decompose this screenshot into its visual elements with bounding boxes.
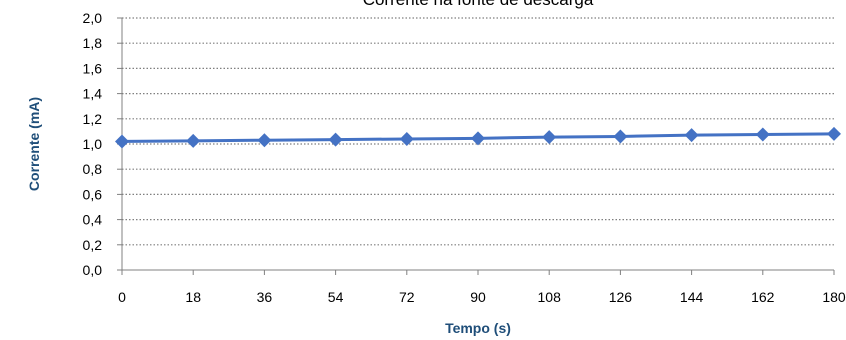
x-tick-label: 144	[680, 289, 704, 305]
y-axis-title: Corrente (mA)	[26, 97, 42, 191]
data-point-marker	[755, 127, 770, 142]
data-point-marker	[257, 133, 272, 148]
chart-title: Corrente na fonte de descarga	[363, 0, 594, 9]
y-tick-label: 0,0	[83, 262, 103, 278]
data-series	[115, 126, 841, 149]
x-tick-label: 72	[399, 289, 415, 305]
x-tick-label: 162	[751, 289, 775, 305]
data-point-marker	[613, 129, 628, 144]
data-point-marker	[471, 131, 485, 146]
y-tick-label: 1,4	[83, 86, 103, 102]
y-tick-label: 1,6	[83, 60, 103, 76]
data-point-marker	[542, 130, 557, 145]
x-tick-label: 108	[538, 289, 562, 305]
y-tick-label: 0,4	[83, 212, 103, 228]
x-tick-label: 90	[470, 289, 486, 305]
x-tick-label: 18	[185, 289, 201, 305]
y-tick-labels: 0,0 0,2 0,4 0,6 0,8 1,0 1,2 1,4 1,6 1,8 2,0	[83, 10, 103, 278]
data-point-marker	[827, 126, 841, 141]
data-point-marker	[186, 133, 201, 148]
x-tick-label: 36	[257, 289, 273, 305]
x-tick-label: 0	[118, 289, 126, 305]
x-tick-label: 126	[609, 289, 633, 305]
data-point-marker	[328, 132, 343, 147]
y-tick-label: 0,2	[83, 237, 103, 253]
axes	[117, 17, 835, 275]
y-tick-label: 2,0	[83, 10, 103, 26]
y-tick-label: 0,8	[83, 161, 103, 177]
data-point-marker	[399, 131, 414, 146]
y-tick-label: 1,0	[83, 136, 103, 152]
x-tick-label: 54	[328, 289, 344, 305]
x-tick-label: 180	[822, 289, 846, 305]
x-tick-labels: 0 18 36 54 72 90 108 126 144 162 180	[118, 289, 846, 305]
y-tick-label: 0,6	[83, 186, 103, 202]
data-point-marker	[684, 128, 699, 143]
y-tick-label: 1,8	[83, 35, 103, 51]
y-tick-label: 1,2	[83, 111, 103, 127]
data-point-marker	[115, 134, 129, 149]
x-axis-title: Tempo (s)	[445, 320, 511, 336]
